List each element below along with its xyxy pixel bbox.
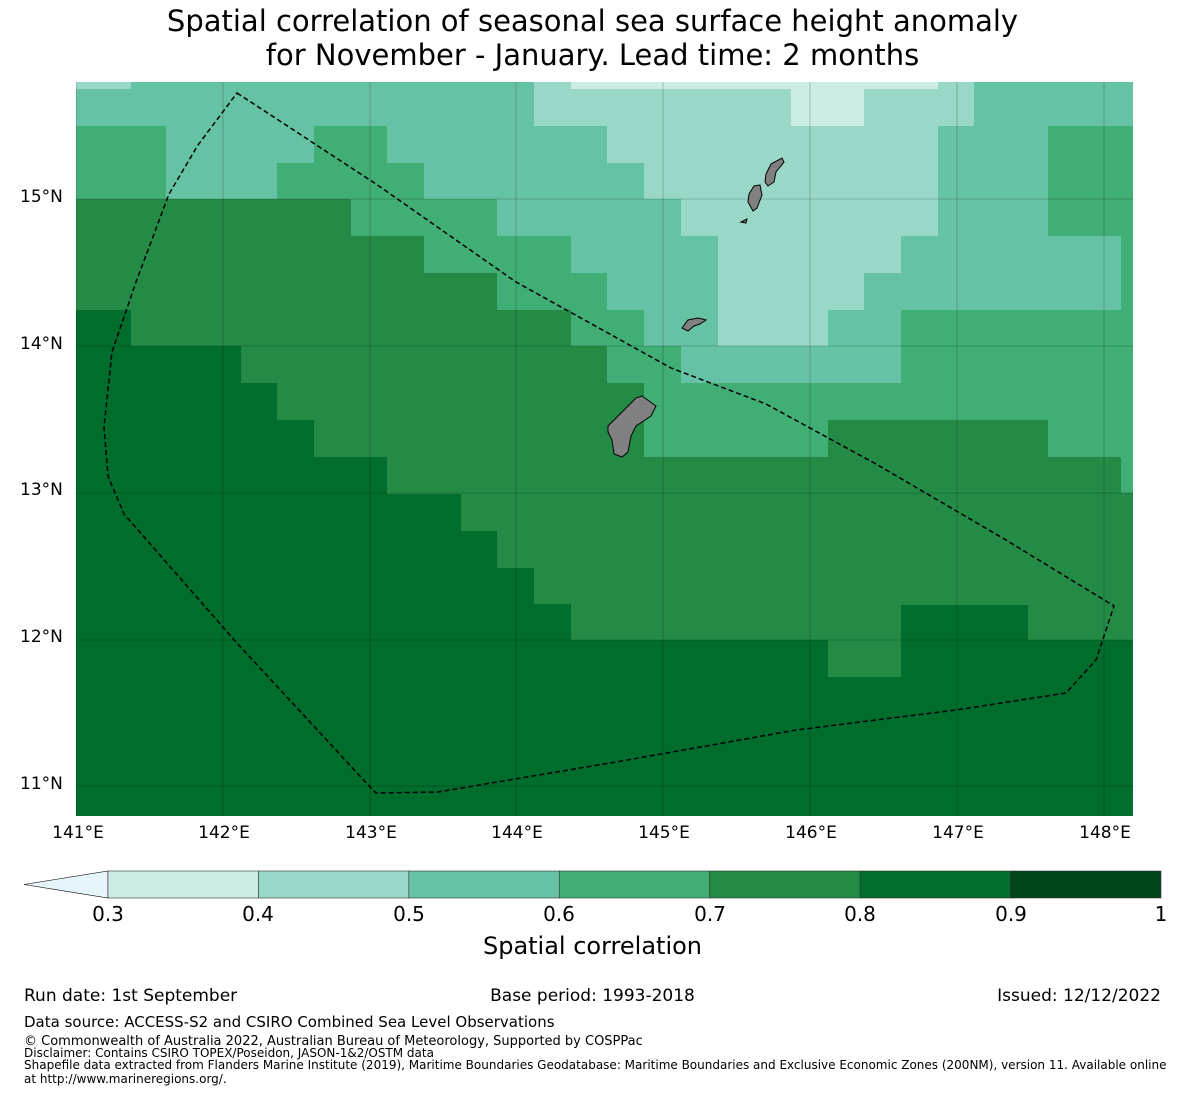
lat-tick-15: 15°N xyxy=(20,187,63,207)
colorbar-cell-0.4 xyxy=(258,870,410,899)
graticule xyxy=(76,82,1133,816)
islands xyxy=(607,157,785,458)
cbar-tick-0.7: 0.7 xyxy=(694,902,726,926)
cbar-tick-0.8: 0.8 xyxy=(844,902,876,926)
lon-tick-142: 142°E xyxy=(198,823,250,843)
lon-tick-145: 145°E xyxy=(638,823,690,843)
colorbar-cell-0.5 xyxy=(408,870,560,899)
disclaimer: Disclaimer: Contains CSIRO TOPEX/Poseido… xyxy=(24,1046,434,1060)
lon-tick-147: 147°E xyxy=(932,823,984,843)
colorbar-cell-0.7 xyxy=(709,870,861,899)
chart-title: Spatial correlation of seasonal sea surf… xyxy=(0,4,1185,72)
lat-tick-14: 14°N xyxy=(20,334,63,354)
region-corr-0.4-0.5 xyxy=(76,82,974,346)
saipan-island xyxy=(764,157,785,187)
colorbar-label: Spatial correlation xyxy=(482,932,703,960)
lat-tick-13: 13°N xyxy=(20,480,63,500)
lon-tick-144: 144°E xyxy=(491,823,543,843)
cbar-tick-0.4: 0.4 xyxy=(242,902,274,926)
colorbar-cell-0.9 xyxy=(1010,870,1162,899)
cbar-tick-1: 1 xyxy=(1154,902,1168,926)
title-line-1: Spatial correlation of seasonal sea surf… xyxy=(166,4,1019,38)
rota-island xyxy=(681,317,708,332)
colorbar-cell-0.3 xyxy=(107,870,259,899)
cbar-tick-0.9: 0.9 xyxy=(995,902,1027,926)
cbar-tick-0.3: 0.3 xyxy=(92,902,124,926)
lat-tick-12: 12°N xyxy=(20,627,63,647)
correlation-map xyxy=(76,82,1133,816)
title-line-2: for November - January. Lead time: 2 mon… xyxy=(265,38,920,72)
lon-tick-146: 146°E xyxy=(785,823,837,843)
base-period: Base period: 1993-2018 xyxy=(490,986,695,1006)
guam-island xyxy=(607,395,657,458)
lon-tick-141: 141°E xyxy=(52,823,104,843)
shapefile-credit-2: at http://www.marineregions.org/. xyxy=(24,1072,227,1086)
tinian-island xyxy=(747,184,763,212)
lon-tick-143: 143°E xyxy=(345,823,397,843)
cbar-tick-0.5: 0.5 xyxy=(393,902,425,926)
data-source: Data source: ACCESS-S2 and CSIRO Combine… xyxy=(24,1013,555,1031)
colorbar-cell-0.6 xyxy=(558,870,711,899)
lon-tick-148: 148°E xyxy=(1079,823,1131,843)
small-islet xyxy=(739,218,748,224)
issued-date: Issued: 12/12/2022 xyxy=(997,986,1161,1006)
cbar-tick-0.6: 0.6 xyxy=(543,902,575,926)
copyright: © Commonwealth of Australia 2022, Austra… xyxy=(24,1034,643,1049)
shapefile-credit-1: Shapefile data extracted from Flanders M… xyxy=(24,1058,1167,1072)
colorbar-extend-min xyxy=(23,870,109,899)
region-corr-0.3-0.4 xyxy=(571,82,938,126)
map-canvas xyxy=(76,82,1133,816)
run-date: Run date: 1st September xyxy=(24,986,238,1006)
lat-tick-11: 11°N xyxy=(20,774,63,794)
colorbar-cell-0.8 xyxy=(859,870,1011,899)
